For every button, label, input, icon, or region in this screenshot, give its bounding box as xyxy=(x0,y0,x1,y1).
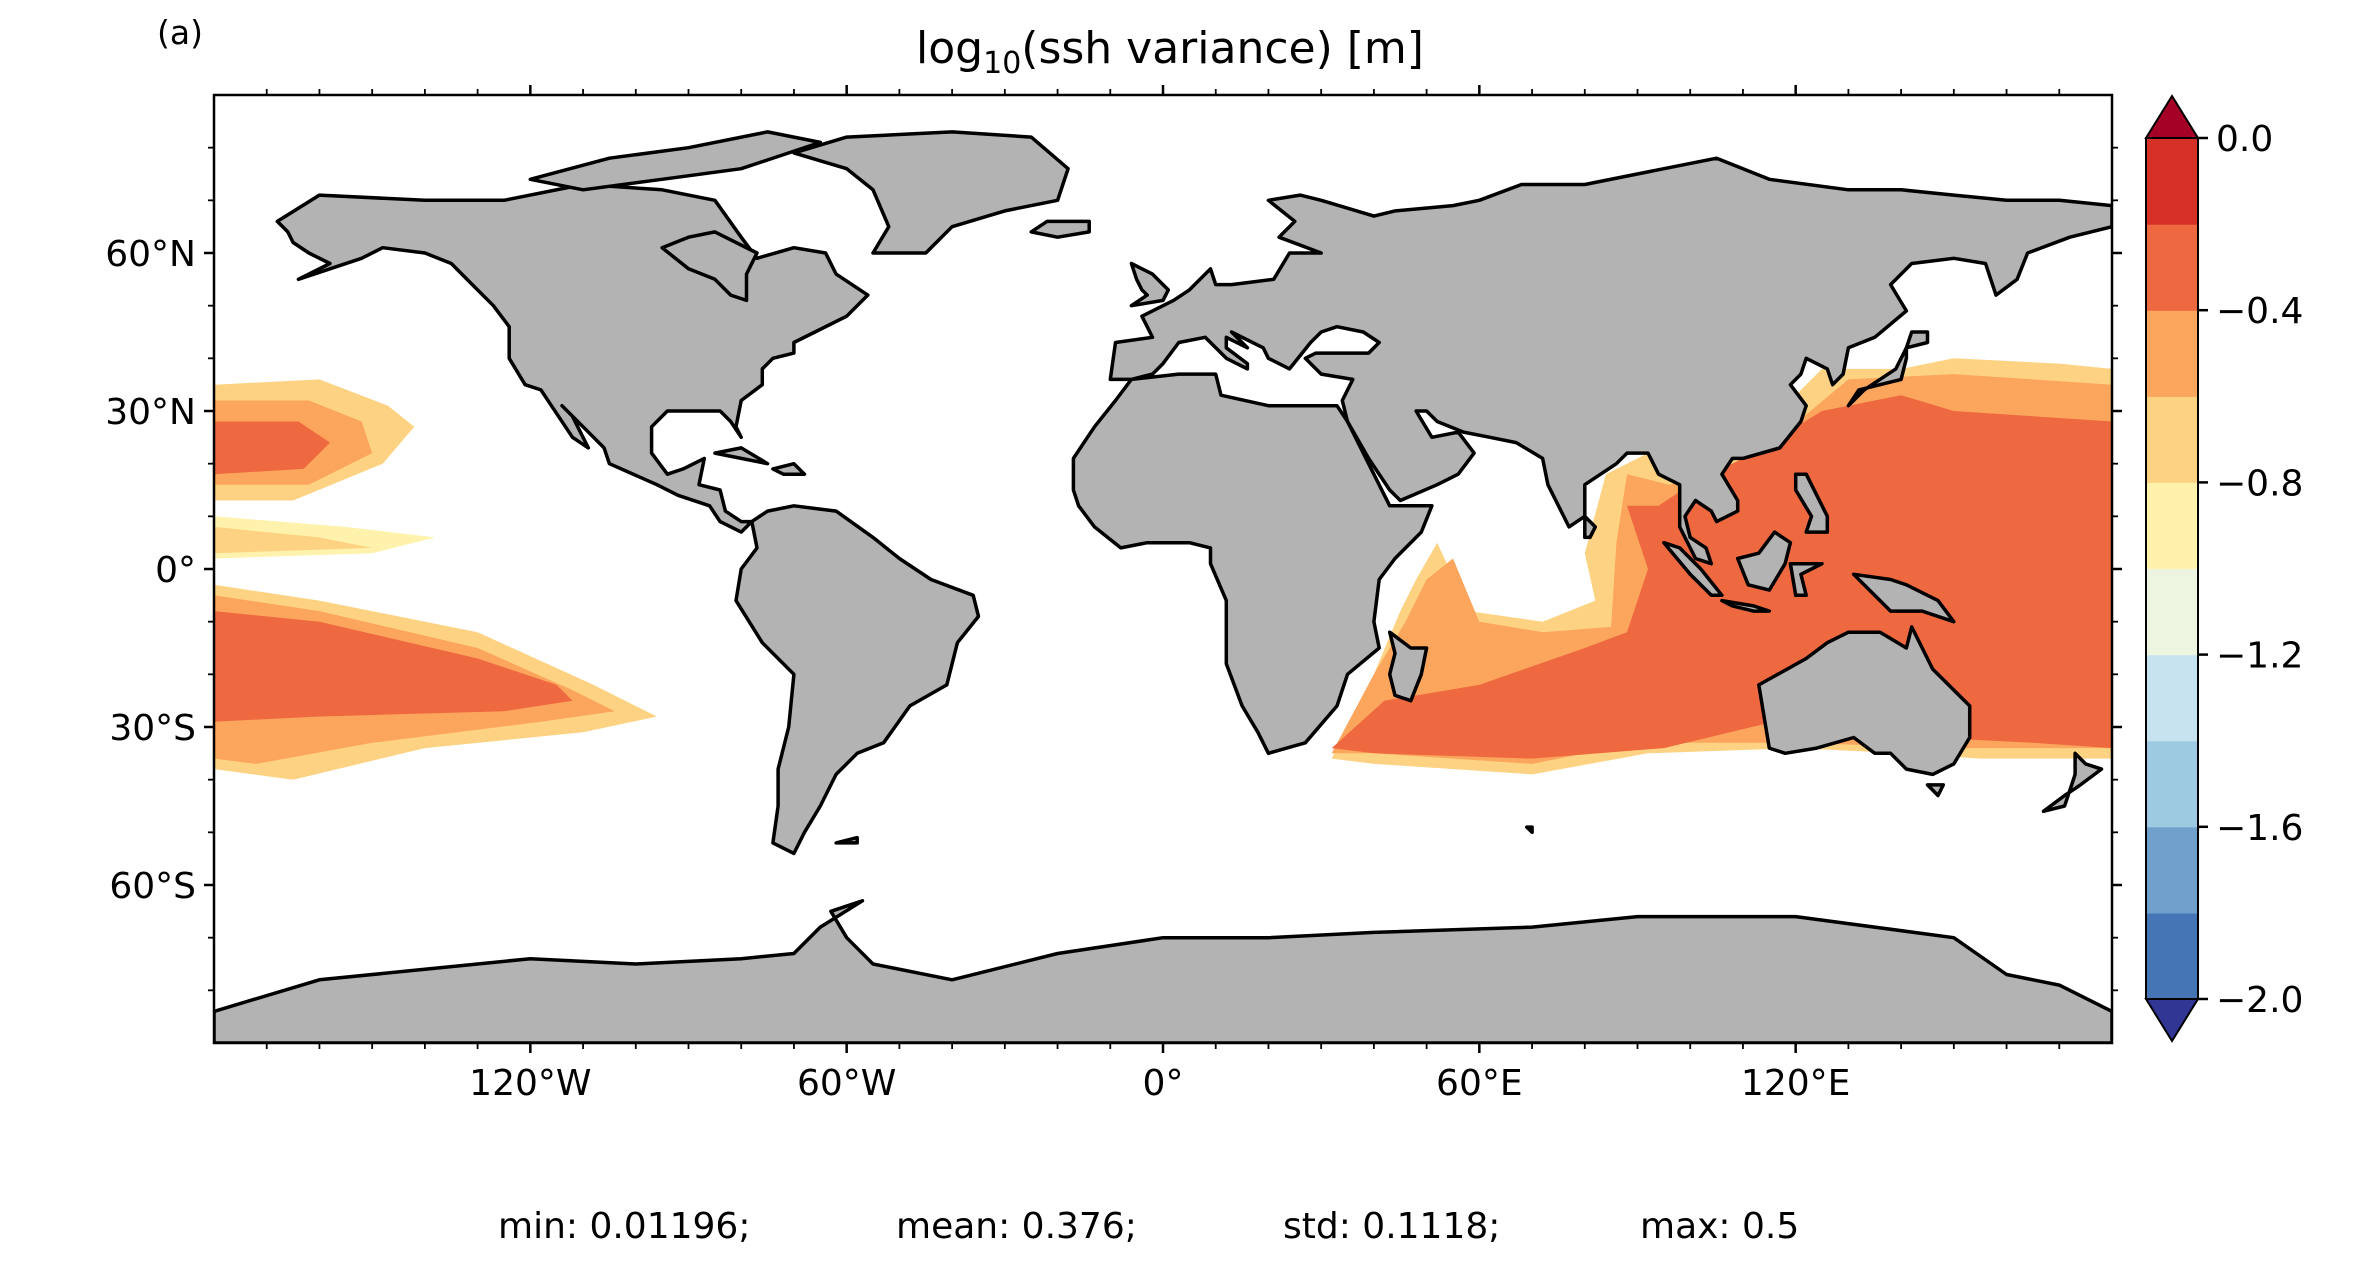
land-polygon xyxy=(1108,156,2112,566)
axes: 120°W 60°W 0° 60°E 120°E 60°N 30°N 0° 30°S 60°S xyxy=(105,85,2122,1104)
land-polygon xyxy=(1793,472,1830,534)
y-tick-label: 60°N xyxy=(105,234,196,275)
title-main: log xyxy=(916,23,983,74)
x-tick-label: 60°E xyxy=(1436,1063,1523,1104)
colorbar-bin xyxy=(2146,740,2198,828)
y-tick-label: 0° xyxy=(155,550,196,591)
land-polygon xyxy=(1387,630,1429,703)
land-polygon xyxy=(1757,625,1972,777)
ssh-field-band xyxy=(214,611,573,722)
colorbar-tick-label: −1.2 xyxy=(2216,636,2303,677)
y-tick-label: 30°N xyxy=(105,392,196,433)
colorbar-tick-label: −0.8 xyxy=(2216,463,2303,504)
land-polygon xyxy=(2041,751,2104,814)
land-polygon xyxy=(1071,372,1434,756)
land-polygon xyxy=(1735,530,1793,592)
land-polygon xyxy=(771,461,807,476)
land-polygon xyxy=(214,899,2112,1043)
chart-title: log10(ssh variance) [m] xyxy=(916,23,1424,81)
colorbar-bin xyxy=(2146,310,2198,397)
land-polygon xyxy=(528,130,823,192)
colorbar-bin xyxy=(2146,396,2198,483)
colorbar: 0.0 −0.4 −0.8 −1.2 −1.6 −2.0 xyxy=(2144,94,2303,1043)
land-polygon xyxy=(734,504,981,856)
stat-min: min: 0.01196; xyxy=(498,1206,750,1247)
colorbar-bin xyxy=(2146,138,2198,225)
stats-footer: min: 0.01196; mean: 0.376; std: 0.1118; … xyxy=(498,1206,1799,1247)
land-polygon xyxy=(1720,598,1772,613)
colorbar-bin xyxy=(2146,568,2198,656)
land-polygon xyxy=(713,446,770,466)
land-polygon xyxy=(1788,561,1824,598)
map-panel xyxy=(214,95,2112,1043)
y-tick-label: 30°S xyxy=(109,708,196,749)
land-polygon xyxy=(1029,219,1091,239)
land-polygon xyxy=(1662,540,1724,598)
title-rest: (ssh variance) [m] xyxy=(1021,23,1424,74)
land-polygon xyxy=(1846,346,1909,408)
land-layer xyxy=(214,130,2112,1043)
y-tick-label: 60°S xyxy=(109,866,196,907)
x-tick-label: 120°E xyxy=(1741,1063,1850,1104)
land-polygon xyxy=(1851,572,1956,624)
ssh-field-band xyxy=(214,526,373,554)
colorbar-tick-label: 0.0 xyxy=(2216,119,2273,160)
land-polygon xyxy=(1904,330,1930,350)
colorbar-tick-label: −2.0 xyxy=(2216,980,2303,1021)
stat-max: max: 0.5 xyxy=(1640,1206,1799,1247)
land-polygon xyxy=(1129,261,1171,308)
colorbar-tick-label: −0.4 xyxy=(2216,291,2303,332)
land-polygon xyxy=(1525,825,1534,835)
colorbar-bin xyxy=(2146,826,2198,914)
colorbar-bin xyxy=(2146,224,2198,311)
land-polygon xyxy=(1583,514,1598,540)
colorbar-frame xyxy=(2145,137,2199,1000)
land-polygon xyxy=(1925,783,1946,798)
x-tick-label: 60°W xyxy=(797,1063,896,1104)
ssh-field-band xyxy=(214,421,330,475)
x-tick-label: 120°W xyxy=(469,1063,591,1104)
colorbar-tick-label: −1.6 xyxy=(2216,808,2303,849)
title-subscript: 10 xyxy=(983,46,1021,81)
land-polygon xyxy=(792,130,1070,255)
colorbar-under-extension xyxy=(2144,998,2200,1043)
x-tick-label: 0° xyxy=(1143,1063,1184,1104)
colorbar-bin xyxy=(2146,654,2198,742)
stat-mean: mean: 0.376; xyxy=(896,1206,1137,1247)
land-polygon xyxy=(660,230,759,303)
colorbar-over-extension xyxy=(2144,94,2200,139)
stat-std: std: 0.1118; xyxy=(1283,1206,1500,1247)
colorbar-bin xyxy=(2146,912,2198,1000)
panel-label: (a) xyxy=(157,13,203,52)
colorbar-bin xyxy=(2146,482,2198,570)
land-polygon xyxy=(834,835,859,845)
